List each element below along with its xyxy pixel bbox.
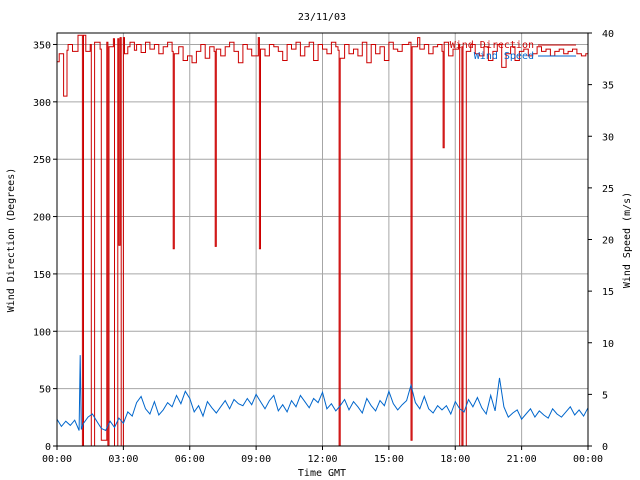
y-left-tick-label: 100 [33,327,51,338]
y-right-tick-label: 15 [602,287,614,298]
x-tick-label: 18:00 [440,454,470,465]
x-tick-label: 21:00 [507,454,537,465]
chart-title: 23/11/03 [298,12,346,23]
x-tick-label: 15:00 [374,454,404,465]
x-tick-label: 00:00 [42,454,72,465]
y-left-tick-label: 300 [33,98,51,109]
y-left-tick-label: 50 [39,385,51,396]
y-right-tick-label: 25 [602,184,614,195]
y-right-axis-label: Wind Speed (m/s) [622,192,633,288]
y-right-tick-label: 10 [602,339,614,350]
y-right-tick-label: 40 [602,29,614,40]
y-left-axis-label: Wind Direction (Degrees) [6,168,17,313]
y-right-tick-label: 0 [602,442,608,453]
y-right-tick-labels: 0 5 10 15 20 25 30 35 40 [602,29,614,453]
y-right-tick-label: 20 [602,236,614,247]
wind-speed-line [56,355,589,432]
x-tick-labels: 00:00 03:00 06:00 09:00 12:00 15:00 18:00 21:00… [42,454,603,465]
x-axis-label: Time GMT [298,468,346,479]
y-right-tick-label: 30 [602,132,614,143]
legend-label: Wind Speed [474,51,534,62]
x-tick-label: 09:00 [241,454,271,465]
y-left-tick-label: 200 [33,213,51,224]
y-left-tick-label: 350 [33,40,51,51]
x-tick-label: 00:00 [573,454,603,465]
y-right-tick-label: 5 [602,390,608,401]
y-left-tick-label: 150 [33,270,51,281]
tick-marks [53,32,592,450]
y-left-tick-label: 0 [45,442,51,453]
y-left-tick-labels: 0 50 100 150 200 250 300 350 [33,40,51,453]
legend-label: Wind Direction [450,40,534,51]
x-tick-label: 12:00 [307,454,337,465]
x-tick-label: 06:00 [175,454,205,465]
y-left-tick-label: 250 [33,155,51,166]
y-right-tick-label: 35 [602,81,614,92]
x-tick-label: 03:00 [108,454,138,465]
